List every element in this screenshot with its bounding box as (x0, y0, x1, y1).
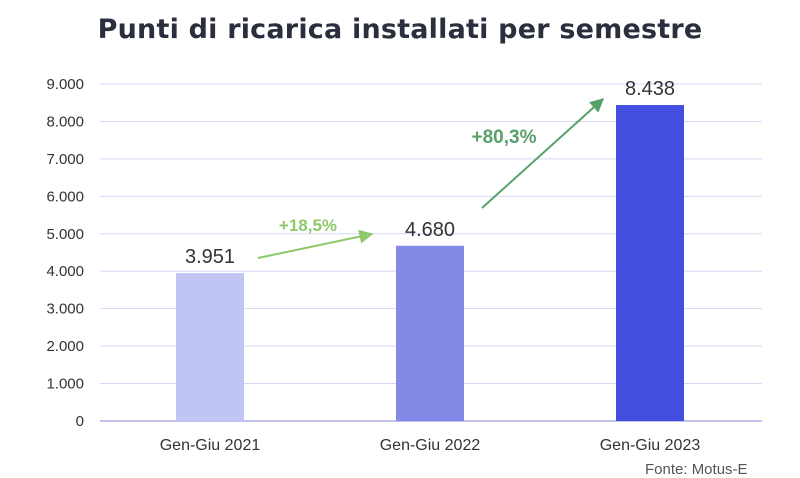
bar (176, 273, 244, 421)
growth-annotation: +80,3% (472, 127, 537, 148)
data-label: 4.680 (405, 219, 455, 241)
value-labels: 3.951 4.680 8.438 (185, 78, 675, 268)
y-tick-label: 9.000 (46, 76, 84, 93)
growth-arrow (481, 98, 605, 209)
bar (396, 245, 464, 421)
y-tick-label: 3.000 (46, 301, 84, 318)
bar (616, 105, 684, 422)
y-tick-label: 8.000 (46, 113, 84, 130)
bars (176, 105, 684, 422)
growth-arrow (257, 229, 374, 259)
y-tick-label: 5.000 (46, 226, 84, 243)
y-tick-label: 4.000 (46, 263, 84, 280)
y-tick-label: 7.000 (46, 151, 84, 168)
y-tick-label: 6.000 (46, 188, 84, 205)
x-tick-label: Gen-Giu 2022 (380, 437, 481, 454)
y-axis-ticks: 0 1.000 2.000 3.000 4.000 5.000 6.000 7.000 8.00… (46, 76, 84, 430)
y-tick-label: 1.000 (46, 376, 84, 393)
x-tick-label: Gen-Giu 2021 (160, 437, 261, 454)
source-note: Fonte: Motus-E (645, 461, 748, 478)
data-label: 3.951 (185, 246, 235, 268)
y-tick-label: 0 (76, 413, 84, 430)
annotations: +18,5% +80,3% (257, 98, 605, 259)
data-label: 8.438 (625, 78, 675, 100)
x-axis-ticks: Gen-Giu 2021 Gen-Giu 2022 Gen-Giu 2023 (160, 437, 701, 454)
y-tick-label: 2.000 (46, 338, 84, 355)
growth-annotation: +18,5% (279, 216, 337, 235)
chart-title: Punti di ricarica installati per semestr… (97, 14, 703, 45)
x-tick-label: Gen-Giu 2023 (600, 437, 701, 454)
